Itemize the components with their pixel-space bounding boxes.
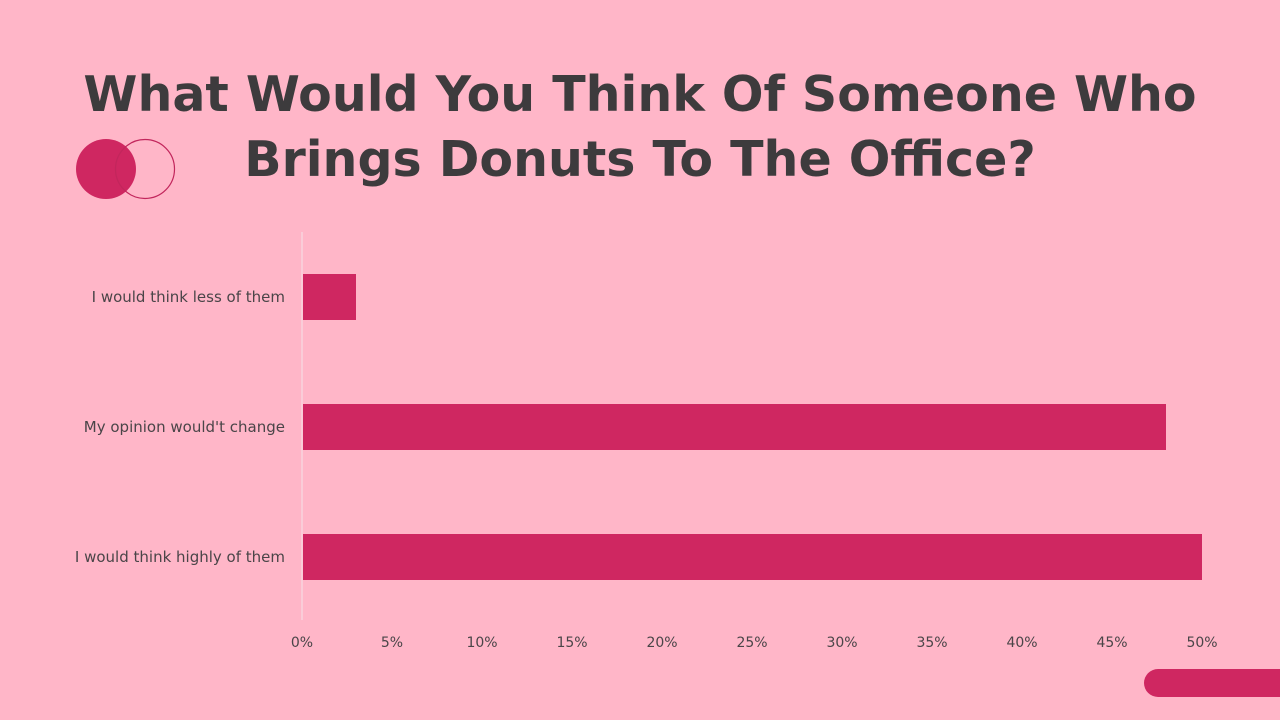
bar-3 bbox=[303, 534, 1202, 580]
overlapping-circles-icon bbox=[76, 138, 176, 200]
category-label-1: I would think less of them bbox=[92, 288, 285, 306]
x-tick-labels: 0% 5% 10% 15% 20% 25% 30% 35% 40% 45% 50% bbox=[291, 635, 1218, 651]
bar-2 bbox=[303, 404, 1166, 450]
x-tick-label: 0% bbox=[291, 635, 313, 651]
title-line-1: What Would You Think Of Someone Who bbox=[83, 66, 1197, 123]
x-tick-label: 30% bbox=[826, 635, 857, 651]
bars-group bbox=[303, 274, 1202, 580]
x-tick-label: 20% bbox=[646, 635, 677, 651]
x-tick-label: 45% bbox=[1096, 635, 1127, 651]
bar-1 bbox=[303, 274, 356, 320]
x-tick-label: 35% bbox=[916, 635, 947, 651]
category-label-3: I would think highly of them bbox=[75, 548, 285, 566]
x-tick-label: 40% bbox=[1006, 635, 1037, 651]
x-tick-label: 5% bbox=[381, 635, 403, 651]
category-label-2: My opinion would't change bbox=[84, 418, 285, 436]
x-tick-label: 25% bbox=[736, 635, 767, 651]
x-tick-label: 50% bbox=[1186, 635, 1217, 651]
category-labels: I would think less of them My opinion wou… bbox=[75, 288, 285, 566]
chart-title: What Would You Think Of Someone Who Brin… bbox=[0, 62, 1280, 192]
x-tick-label: 15% bbox=[556, 635, 587, 651]
decorative-pill bbox=[1144, 669, 1280, 697]
x-tick-label: 10% bbox=[466, 635, 497, 651]
title-line-2: Brings Donuts To The Office? bbox=[244, 131, 1036, 188]
